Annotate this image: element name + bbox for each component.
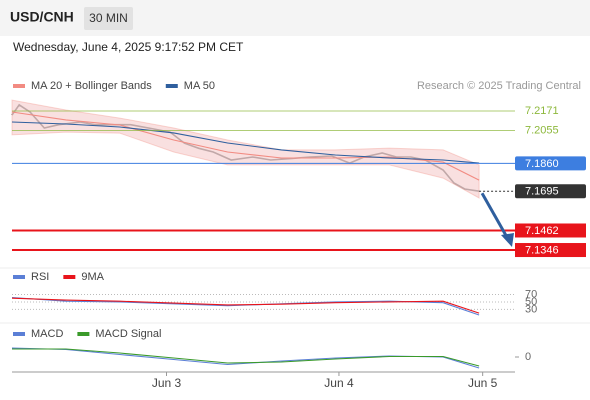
source: Research © 2025 Trading Central bbox=[417, 80, 581, 92]
legend-label: 9MA bbox=[81, 271, 104, 283]
legend-label: MA 50 bbox=[184, 80, 215, 92]
legend-swatch bbox=[13, 275, 25, 279]
x-tick-label: Jun 3 bbox=[152, 376, 182, 390]
y-tick-label: 0 bbox=[525, 351, 531, 363]
legend-label: RSI bbox=[31, 271, 49, 283]
level-label: 7.1695 bbox=[525, 186, 559, 198]
y-tick-label: 30 bbox=[525, 303, 537, 315]
level-label: 7.2171 bbox=[525, 105, 559, 117]
level-label-box bbox=[515, 243, 586, 258]
legend-label: MACD bbox=[31, 328, 63, 340]
legend-swatch bbox=[13, 332, 25, 336]
interval-badge bbox=[84, 7, 133, 30]
level-label-box bbox=[515, 223, 586, 238]
x-tick-label: Jun 5 bbox=[468, 376, 498, 390]
level-label-box bbox=[515, 184, 586, 199]
series-line bbox=[12, 348, 480, 367]
forecast-arrow bbox=[480, 192, 510, 240]
y-tick-label: 50 bbox=[525, 296, 537, 308]
legend-swatch bbox=[77, 332, 90, 336]
level-label-box bbox=[515, 156, 586, 171]
forecast-arrowhead bbox=[501, 233, 514, 248]
x-tick-label: Jun 4 bbox=[324, 376, 354, 390]
series-line bbox=[11, 121, 480, 164]
level-label: 7.1860 bbox=[525, 158, 559, 170]
level-label: 7.1346 bbox=[525, 244, 559, 256]
legend-label: MACD Signal bbox=[95, 328, 161, 340]
legend-swatch bbox=[13, 84, 25, 88]
y-tick-label: 70 bbox=[525, 288, 537, 300]
legend-swatch bbox=[165, 84, 178, 88]
series-line bbox=[11, 297, 480, 314]
legend-label: MA 20 + Bollinger Bands bbox=[31, 80, 152, 92]
level-label: 7.2055 bbox=[525, 124, 559, 136]
bollinger-band bbox=[11, 99, 480, 199]
symbol: USD/CNH bbox=[10, 9, 74, 25]
level-label: 7.1462 bbox=[525, 225, 559, 237]
series-line bbox=[11, 347, 480, 369]
legend-swatch bbox=[63, 275, 76, 279]
interval: 30 MIN bbox=[89, 11, 128, 25]
datetime: Wednesday, June 4, 2025 9:17:52 PM CET bbox=[13, 40, 244, 54]
